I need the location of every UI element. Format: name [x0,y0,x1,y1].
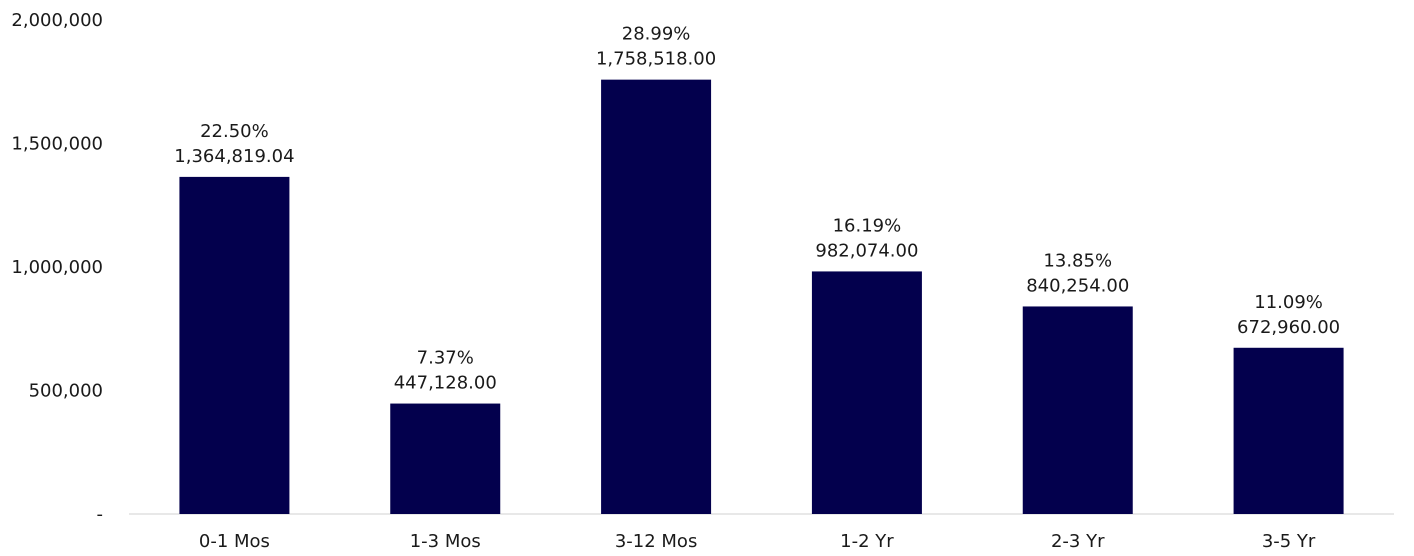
bar [390,403,501,514]
percent-label: 7.37% [417,348,474,369]
value-label: 840,254.00 [1026,275,1129,296]
x-tick-label: 3-5 Yr [1262,531,1316,552]
bar-series [179,79,1344,514]
bar [179,176,290,514]
value-label: 1,758,518.00 [596,49,716,70]
bar [811,271,922,514]
value-label: 672,960.00 [1237,317,1340,338]
percent-label: 22.50% [200,121,269,142]
x-tick-label: 1-2 Yr [840,531,894,552]
bar [601,79,712,514]
y-tick-label: 1,000,000 [11,257,103,278]
y-tick-label: 1,500,000 [11,134,103,155]
x-tick-label: 0-1 Mos [199,531,270,552]
y-tick-label: 2,000,000 [11,10,103,31]
x-axis: 0-1 Mos 1-3 Mos 3-12 Mos 1-2 Yr 2-3 Yr 3-5 Yr [129,513,1394,552]
percent-label: 28.99% [622,24,691,45]
y-axis: - 500,000 1,000,000 1,500,000 2,000,000 [11,10,103,525]
percent-label: 11.09% [1254,292,1323,313]
y-tick-label: 500,000 [29,381,103,402]
y-tick-label: - [97,504,104,525]
value-label: 982,074.00 [815,240,918,261]
value-label: 1,364,819.04 [174,146,294,167]
value-label: 447,128.00 [394,373,497,394]
percent-label: 13.85% [1043,250,1112,271]
x-tick-label: 3-12 Mos [615,531,698,552]
data-labels: 22.50% 1,364,819.04 7.37% 447,128.00 28.99% 1… [174,24,1340,394]
x-tick-label: 2-3 Yr [1051,531,1105,552]
bar [1233,347,1344,514]
x-tick-label: 1-3 Mos [410,531,481,552]
bar [1022,306,1133,514]
percent-label: 16.19% [833,215,902,236]
